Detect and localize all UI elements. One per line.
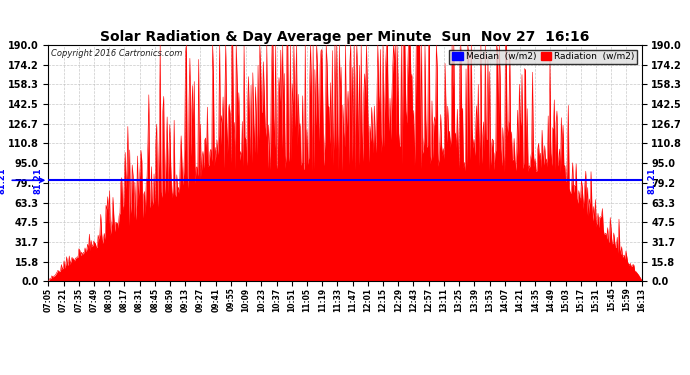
Text: Copyright 2016 Cartronics.com: Copyright 2016 Cartronics.com bbox=[51, 48, 183, 57]
Title: Solar Radiation & Day Average per Minute  Sun  Nov 27  16:16: Solar Radiation & Day Average per Minute… bbox=[100, 30, 590, 44]
Text: 81.21: 81.21 bbox=[33, 167, 42, 194]
Text: 81.21: 81.21 bbox=[0, 167, 43, 194]
Legend: Median  (w/m2), Radiation  (w/m2): Median (w/m2), Radiation (w/m2) bbox=[449, 50, 637, 64]
Text: 81.21: 81.21 bbox=[648, 167, 657, 194]
